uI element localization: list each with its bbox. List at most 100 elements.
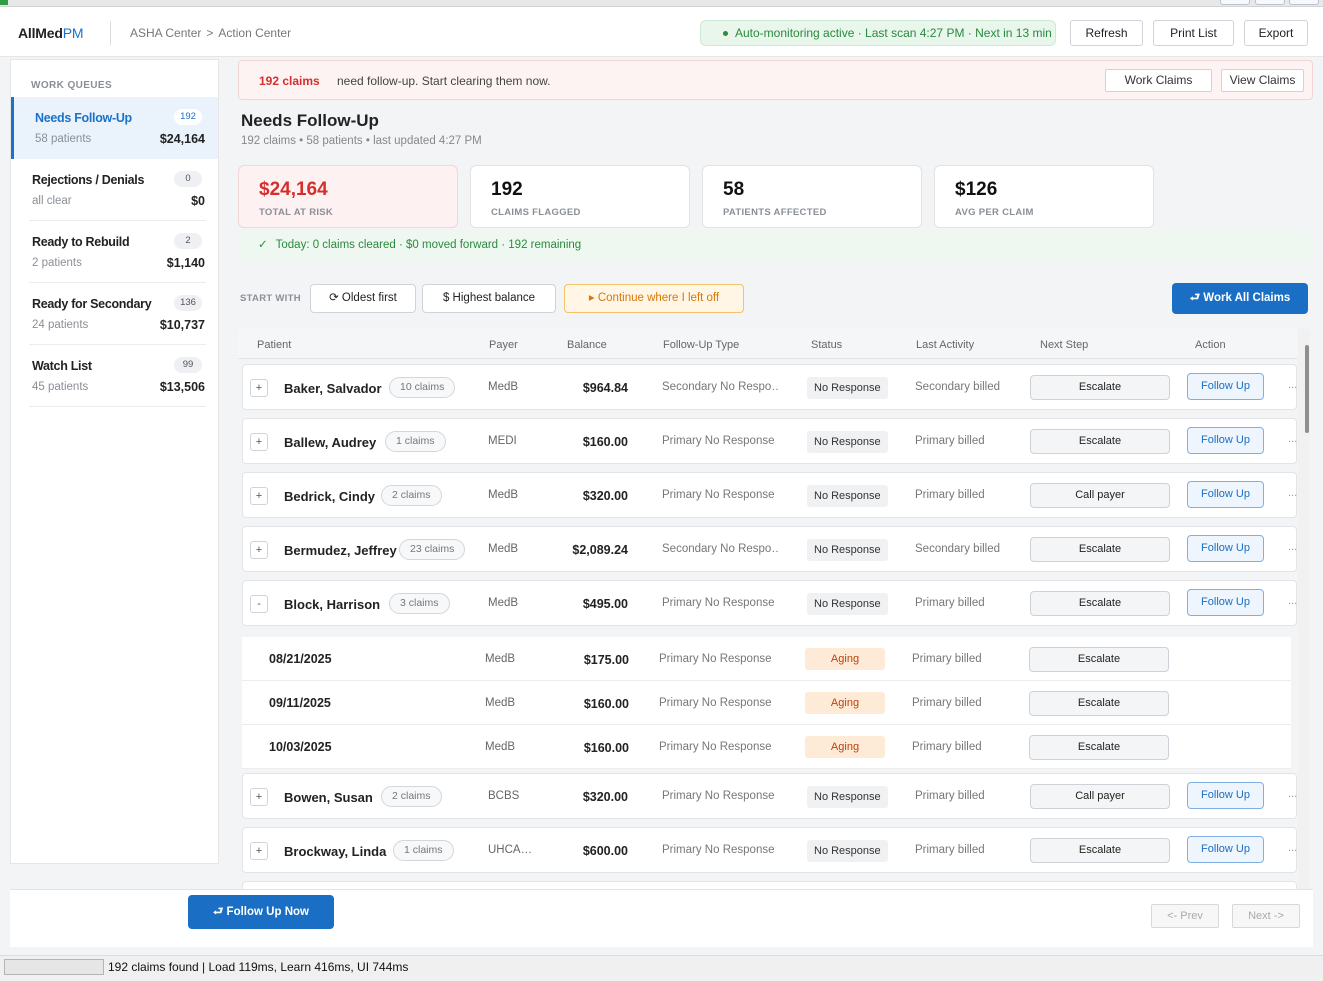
follow-up-now-button[interactable]: ⮐ Follow Up Now [188, 895, 334, 929]
queue-needs-follow-up[interactable]: Needs Follow-Up 192 58 patients $24,164 [11, 97, 218, 159]
follow-up-type: Secondary No Respo… [662, 543, 780, 555]
expand-toggle[interactable]: + [250, 433, 268, 451]
refresh-button[interactable]: Refresh [1070, 20, 1143, 46]
close-icon[interactable] [1289, 0, 1319, 5]
balance: $175.00 [583, 653, 629, 667]
queue-count-badge: 99 [174, 357, 202, 373]
expand-toggle[interactable]: + [250, 541, 268, 559]
divider [29, 220, 206, 221]
queue-ready-to-rebuild[interactable]: Ready to Rebuild 2 2 patients $1,140 [11, 221, 218, 283]
claim-date: 08/21/2025 [269, 652, 332, 666]
prev-page-button[interactable]: <- Prev [1151, 904, 1219, 928]
status-badge: No Response [807, 431, 888, 453]
follow-up-button[interactable]: Follow Up [1187, 481, 1264, 508]
next-step-button[interactable]: Call payer [1030, 784, 1170, 809]
next-step-button[interactable]: Escalate [1030, 591, 1170, 616]
breadcrumb-item-center[interactable]: ASHA Center [130, 26, 202, 40]
follow-up-button[interactable]: Follow Up [1187, 427, 1264, 454]
next-step-button[interactable]: Escalate [1029, 647, 1169, 672]
collapse-toggle[interactable]: - [250, 595, 268, 613]
next-step-button[interactable]: Escalate [1030, 429, 1170, 454]
patient-name: Ballew, Audrey [284, 435, 377, 450]
claim-subrow[interactable]: 10/03/2025 MedB $160.00 Primary No Respo… [242, 725, 1291, 769]
more-actions-icon[interactable]: ... [1288, 541, 1297, 553]
more-actions-icon[interactable]: ... [1288, 379, 1297, 391]
check-icon: ✓ [258, 239, 268, 251]
print-list-button[interactable]: Print List [1153, 20, 1234, 46]
stat-card-total-at-risk: $24,164 TOTAL AT RISK [238, 165, 458, 228]
next-step-button[interactable]: Escalate [1030, 375, 1170, 400]
table-row[interactable]: + Bermudez, Jeffrey 23 claims MedB $2,08… [242, 526, 1297, 572]
payer: MedB [488, 597, 519, 609]
queue-ready-for-secondary[interactable]: Ready for Secondary 136 24 patients $10,… [11, 283, 218, 345]
follow-up-type: Primary No Response [659, 653, 772, 665]
column-header-next-step[interactable]: Next Step [1040, 339, 1089, 351]
follow-up-type: Primary No Response [662, 489, 775, 501]
app-window: AllMedPM ASHA Center > Action Center Auto-… [0, 7, 1323, 955]
table-scrollbar[interactable] [1298, 329, 1310, 889]
more-actions-icon[interactable]: ... [1288, 788, 1297, 800]
column-header-status[interactable]: Status [811, 339, 843, 351]
table-row[interactable]: + Brockway, Linda 1 claims UHCA… $600.00… [242, 827, 1297, 873]
follow-up-button[interactable]: Follow Up [1187, 589, 1264, 616]
work-queues-sidebar: WORK QUEUES Needs Follow-Up 192 58 patie… [10, 59, 219, 864]
expand-toggle[interactable]: + [250, 788, 268, 806]
next-step-button[interactable]: Escalate [1029, 691, 1169, 716]
next-step-button[interactable]: Escalate [1030, 838, 1170, 863]
next-step-button[interactable]: Escalate [1029, 735, 1169, 760]
work-claims-button[interactable]: Work Claims [1105, 69, 1212, 92]
follow-up-button[interactable]: Follow Up [1187, 836, 1264, 863]
queue-rejections-denials[interactable]: Rejections / Denials 0 all clear $0 [11, 159, 218, 221]
balance: $964.84 [582, 381, 628, 395]
column-header-patient[interactable]: Patient [257, 339, 292, 351]
last-activity: Primary billed [915, 489, 985, 501]
column-header-follow-up-type[interactable]: Follow-Up Type [663, 339, 740, 351]
follow-up-button[interactable]: Follow Up [1187, 535, 1264, 562]
table-row[interactable]: + Baker, Salvador 10 claims MedB $964.84… [242, 364, 1297, 410]
payer: MedB [485, 653, 516, 665]
maximize-icon[interactable] [1255, 0, 1285, 5]
continue-where-left-off-button[interactable]: ▸ Continue where I left off [564, 284, 744, 313]
balance: $600.00 [582, 844, 628, 858]
more-actions-icon[interactable]: ... [1288, 842, 1297, 854]
table-row[interactable]: + Ballew, Audrey 1 claims MEDI $160.00 P… [242, 418, 1297, 464]
patient-name: Bermudez, Jeffrey [284, 543, 397, 558]
more-actions-icon[interactable]: ... [1288, 595, 1297, 607]
highest-balance-button[interactable]: $ Highest balance [422, 284, 556, 313]
view-claims-button[interactable]: View Claims [1221, 69, 1304, 92]
table-row[interactable]: + Bowen, Susan 2 claims BCBS $320.00 Pri… [242, 773, 1297, 819]
column-header-payer[interactable]: Payer [489, 339, 518, 351]
oldest-first-button[interactable]: ⟳ Oldest first [310, 284, 416, 313]
more-actions-icon[interactable]: ... [1288, 487, 1297, 499]
column-header-action: Action [1195, 339, 1226, 351]
column-header-last-activity[interactable]: Last Activity [916, 339, 975, 351]
table-row-expanded[interactable]: - Block, Harrison 3 claims MedB $495.00 … [242, 580, 1297, 626]
follow-up-type: Primary No Response [662, 435, 775, 447]
table-scrollbar-thumb[interactable] [1305, 345, 1309, 433]
stat-card-patients-affected: 58 PATIENTS AFFECTED [702, 165, 922, 228]
payer: BCBS [488, 790, 520, 802]
balance: $320.00 [582, 489, 628, 503]
expand-toggle[interactable]: + [250, 842, 268, 860]
follow-up-button[interactable]: Follow Up [1187, 782, 1264, 809]
table-row[interactable]: + Bedrick, Cindy 2 claims MedB $320.00 P… [242, 472, 1297, 518]
payer: MEDI [488, 435, 517, 447]
minimize-icon[interactable] [1220, 0, 1250, 5]
column-header-balance[interactable]: Balance [567, 339, 607, 351]
expand-toggle[interactable]: + [250, 379, 268, 397]
claim-subrow[interactable]: 08/21/2025 MedB $175.00 Primary No Respo… [242, 637, 1291, 681]
aging-status-badge: Aging [805, 692, 885, 714]
next-step-button[interactable]: Escalate [1030, 537, 1170, 562]
table-row-partial[interactable] [242, 881, 1297, 889]
queue-watch-list[interactable]: Watch List 99 45 patients $13,506 [11, 345, 218, 407]
start-with-label: START WITH [240, 293, 301, 304]
more-actions-icon[interactable]: ... [1288, 433, 1297, 445]
follow-up-button[interactable]: Follow Up [1187, 373, 1264, 400]
claim-date: 09/11/2025 [269, 696, 331, 710]
work-all-claims-button[interactable]: ⮐ Work All Claims [1172, 283, 1308, 314]
expand-toggle[interactable]: + [250, 487, 268, 505]
export-button[interactable]: Export [1244, 20, 1308, 46]
claim-subrow[interactable]: 09/11/2025 MedB $160.00 Primary No Respo… [242, 681, 1291, 725]
next-step-button[interactable]: Call payer [1030, 483, 1170, 508]
next-page-button[interactable]: Next -> [1232, 904, 1300, 928]
